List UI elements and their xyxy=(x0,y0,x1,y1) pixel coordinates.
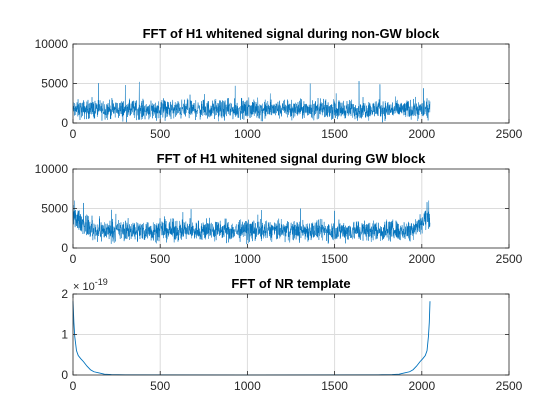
y-tick-label: 10000 xyxy=(35,162,69,176)
x-tick-label: 0 xyxy=(70,252,77,266)
series-line xyxy=(72,81,431,123)
x-tick-label: 500 xyxy=(150,252,170,266)
y-tick-label: 5000 xyxy=(41,77,68,91)
x-tick-label: 1500 xyxy=(321,127,348,141)
chart-title: FFT of NR template xyxy=(231,276,350,291)
x-tick-label: 0 xyxy=(70,379,77,393)
x-tick-label: 1500 xyxy=(321,379,348,393)
y-tick-label: 0 xyxy=(61,116,68,130)
y-tick-label: 2 xyxy=(61,287,68,301)
x-tick-label: 1000 xyxy=(234,252,261,266)
chart-title: FFT of H1 whitened signal during non-GW … xyxy=(143,26,441,41)
series-line xyxy=(72,200,431,245)
y-tick-label: 5000 xyxy=(41,202,68,216)
y-tick-label: 10000 xyxy=(35,37,69,51)
subplot-3: 0 500 1000 1500 2000 2500 0 1 2 FFT of NR templat… xyxy=(61,276,522,393)
y-exponent-power: -19 xyxy=(95,277,108,287)
subplot-2: 0 500 1000 1500 2000 2500 0 5000 10000 FFT of H1 … xyxy=(35,151,523,266)
x-tick-label: 1000 xyxy=(234,379,261,393)
y-tick-label: 1 xyxy=(61,328,68,342)
x-tick-label: 500 xyxy=(150,379,170,393)
x-tick-label: 1500 xyxy=(321,252,348,266)
x-tick-label: 0 xyxy=(70,127,77,141)
x-tick-label: 2000 xyxy=(408,127,435,141)
x-tick-label: 2000 xyxy=(408,379,435,393)
x-tick-label: 2500 xyxy=(496,252,523,266)
y-tick-label: 0 xyxy=(61,368,68,382)
y-tick-label: 0 xyxy=(61,241,68,255)
x-tick-label: 2000 xyxy=(408,252,435,266)
subplot-1: 0 500 1000 1500 2000 2500 0 5000 10000 FFT of H1 … xyxy=(35,26,523,141)
x-tick-label: 2500 xyxy=(496,127,523,141)
x-tick-label: 1000 xyxy=(234,127,261,141)
x-tick-label: 2500 xyxy=(496,379,523,393)
chart-title: FFT of H1 whitened signal during GW bloc… xyxy=(157,151,426,166)
x-tick-label: 500 xyxy=(150,127,170,141)
